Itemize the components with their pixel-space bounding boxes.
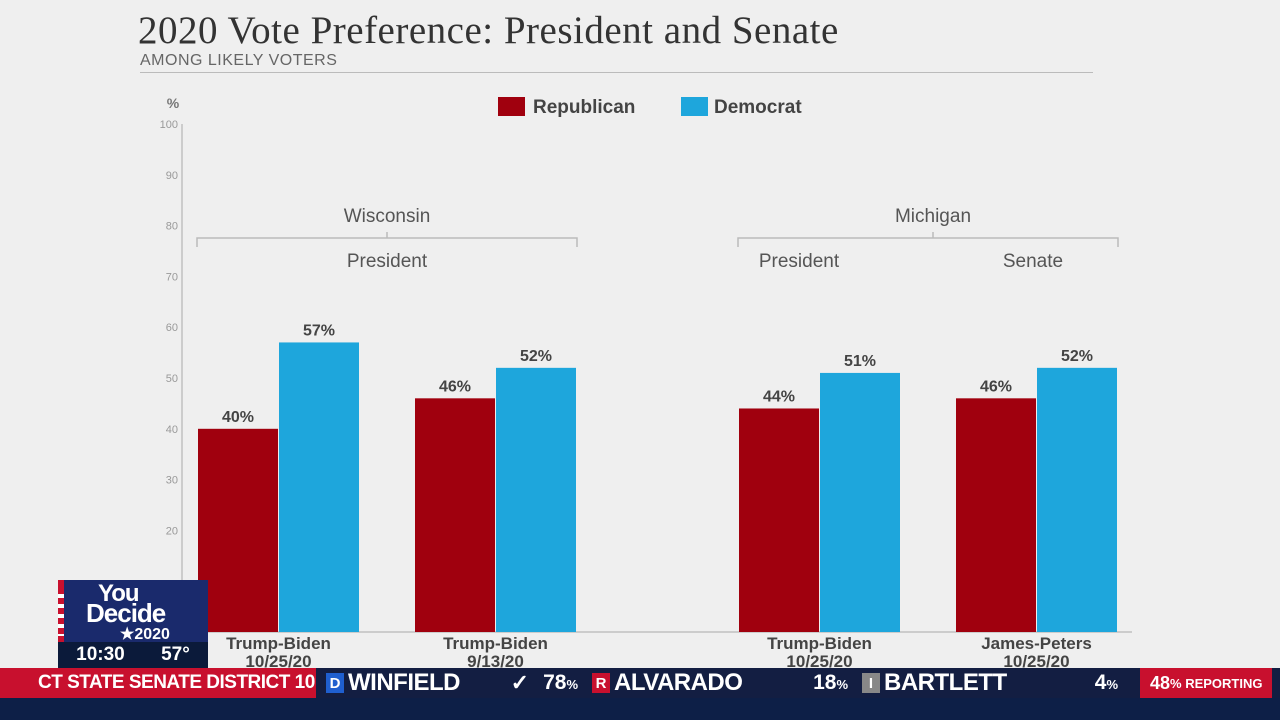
legend-label-democrat: Democrat bbox=[714, 97, 802, 118]
logo-you: You bbox=[98, 580, 140, 607]
data-label: 46% bbox=[439, 378, 471, 395]
check-icon: ✓ bbox=[510, 670, 530, 695]
party-badge: R bbox=[592, 673, 610, 693]
category-date: 10/25/20 bbox=[786, 652, 852, 668]
clock-temp: 57° bbox=[161, 644, 190, 665]
y-tick-label: 60 bbox=[166, 322, 178, 334]
candidate-pct: 18% bbox=[813, 671, 848, 694]
chart-title: 2020 Vote Preference: President and Sena… bbox=[138, 9, 839, 52]
reporting-label: % REPORTING bbox=[1170, 675, 1263, 691]
category-date: 10/25/20 bbox=[245, 652, 311, 668]
bar-republican bbox=[198, 428, 278, 632]
pct-sign: % bbox=[566, 677, 578, 692]
category-label: Trump-Biden bbox=[443, 634, 548, 653]
candidate-name: WINFIELD bbox=[348, 669, 460, 696]
bar-democrat bbox=[820, 372, 900, 632]
ticker-race-label: CT STATE SENATE DISTRICT 10 bbox=[0, 668, 316, 698]
candidate-name: ALVARADO bbox=[614, 669, 743, 696]
clock-weather: 10:30 57° bbox=[58, 642, 208, 668]
group-label-wisconsin: Wisconsin bbox=[344, 206, 431, 227]
bar-republican bbox=[739, 408, 819, 632]
ticker-candidate: R ALVARADO 18% bbox=[586, 668, 856, 698]
logo-decide: Decide bbox=[86, 598, 166, 628]
candidate-pct: 4% bbox=[1094, 671, 1118, 694]
chart-subtitle: AMONG LIKELY VOTERS bbox=[140, 52, 338, 69]
y-tick-label: 90 bbox=[166, 170, 178, 182]
clock-time: 10:30 bbox=[76, 644, 125, 665]
legend-swatch-democrat bbox=[681, 97, 708, 116]
category-label: James-Peters bbox=[981, 634, 1092, 653]
category-date: 9/13/20 bbox=[467, 652, 524, 668]
pct-sign: % bbox=[1106, 677, 1118, 692]
y-tick-label: 50 bbox=[166, 373, 178, 385]
y-tick-label: 20 bbox=[166, 525, 178, 537]
legend-label-republican: Republican bbox=[533, 97, 635, 118]
bar-republican bbox=[415, 398, 495, 632]
bar-chart: 20 30 40 50 60 70 80 90 100% Republican Democrat Wi… bbox=[160, 95, 1132, 668]
ticker-candidate: D WINFIELD ✓ 78% bbox=[316, 668, 586, 698]
y-tick-label: 100 bbox=[160, 119, 178, 131]
data-label: 57% bbox=[303, 322, 335, 339]
category-label: Trump-Biden bbox=[767, 634, 872, 653]
you-decide-logo: You Decide ★2020 bbox=[58, 580, 208, 643]
category-label: Trump-Biden bbox=[226, 634, 331, 653]
ticker-candidate: I BARTLETT 4% bbox=[856, 668, 1126, 698]
data-label: 40% bbox=[222, 409, 254, 426]
race-label: President bbox=[347, 251, 428, 272]
race-label: Senate bbox=[1003, 251, 1063, 272]
y-axis-unit: % bbox=[167, 95, 180, 111]
party-badge: I bbox=[862, 673, 880, 693]
race-label: President bbox=[759, 251, 840, 272]
data-label: 46% bbox=[980, 378, 1012, 395]
y-tick-label: 30 bbox=[166, 475, 178, 487]
bar-democrat bbox=[1037, 367, 1117, 632]
group-label-michigan: Michigan bbox=[895, 206, 971, 227]
y-tick-label: 70 bbox=[166, 271, 178, 283]
y-tick-label: 40 bbox=[166, 424, 178, 436]
election-ticker: CT STATE SENATE DISTRICT 10 D WINFIELD ✓ 78… bbox=[0, 668, 1280, 698]
reporting-pct: 48 bbox=[1150, 672, 1171, 693]
y-tick-label: 80 bbox=[166, 221, 178, 233]
reporting-badge: 48 % REPORTING bbox=[1140, 668, 1272, 698]
data-label: 51% bbox=[844, 353, 876, 370]
bar-democrat bbox=[496, 367, 576, 632]
flag-stripes bbox=[58, 588, 64, 636]
group-bracket bbox=[737, 232, 1119, 247]
bar-democrat bbox=[279, 342, 359, 632]
category-date: 10/25/20 bbox=[1003, 652, 1069, 668]
data-label: 52% bbox=[1061, 348, 1093, 365]
bar-republican bbox=[956, 398, 1036, 632]
title-divider bbox=[140, 72, 1093, 73]
data-label: 52% bbox=[520, 348, 552, 365]
candidate-pct: 78% bbox=[543, 671, 578, 694]
group-bracket bbox=[196, 232, 578, 247]
party-badge: D bbox=[326, 673, 344, 693]
data-label: 44% bbox=[763, 388, 795, 405]
pct-sign: % bbox=[836, 677, 848, 692]
logo-year: ★2020 bbox=[120, 626, 170, 643]
legend-swatch-republican bbox=[498, 97, 525, 116]
candidate-name: BARTLETT bbox=[884, 669, 1007, 696]
